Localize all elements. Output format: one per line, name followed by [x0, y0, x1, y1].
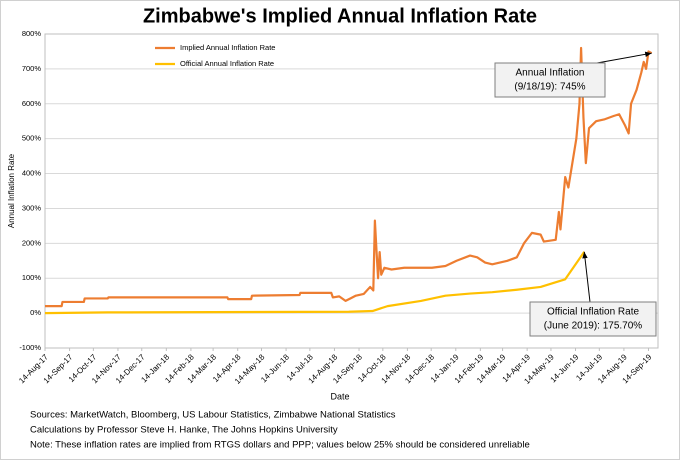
y-tick-label: 100% [22, 273, 42, 282]
annotation-text: Annual Inflation [516, 68, 585, 79]
y-tick-label: 400% [22, 169, 42, 178]
legend-label: Official Annual Inflation Rate [180, 59, 274, 68]
annotation-text: (June 2019): 175.70% [544, 321, 643, 332]
y-tick-label: 0% [30, 308, 41, 317]
annotation-arrowhead [644, 51, 652, 58]
y-tick-label: 600% [22, 99, 42, 108]
chart-title: Zimbabwe's Implied Annual Inflation Rate [143, 5, 537, 27]
y-tick-label: 500% [22, 134, 42, 143]
x-axis-label: Date [330, 391, 349, 401]
annotation-box [529, 301, 657, 337]
y-axis-label: Annual Inflation Rate [7, 153, 16, 228]
annotation-arrow [583, 251, 591, 303]
y-tick-label: 300% [22, 203, 42, 212]
note: Note: These inflation rates are implied … [30, 440, 530, 451]
series-line [45, 46, 653, 308]
annotation-arrowhead [582, 251, 588, 259]
annotation-box [494, 62, 606, 98]
y-tick-label: 200% [22, 238, 42, 247]
annotation-text: Official Inflation Rate [547, 307, 640, 318]
plot-border [44, 33, 659, 349]
y-tick-label: 700% [22, 64, 42, 73]
note: Calculations by Professor Steve H. Hanke… [30, 425, 338, 436]
y-tick-label: 800% [22, 29, 42, 38]
annotation-arrow [596, 52, 652, 64]
annotation-text: (9/18/19): 745% [514, 82, 585, 93]
legend-label: Implied Annual Inflation Rate [180, 43, 275, 52]
note: Sources: MarketWatch, Bloomberg, US Labo… [30, 410, 396, 421]
series-line [44, 251, 586, 315]
y-tick-label: -100% [19, 343, 41, 352]
